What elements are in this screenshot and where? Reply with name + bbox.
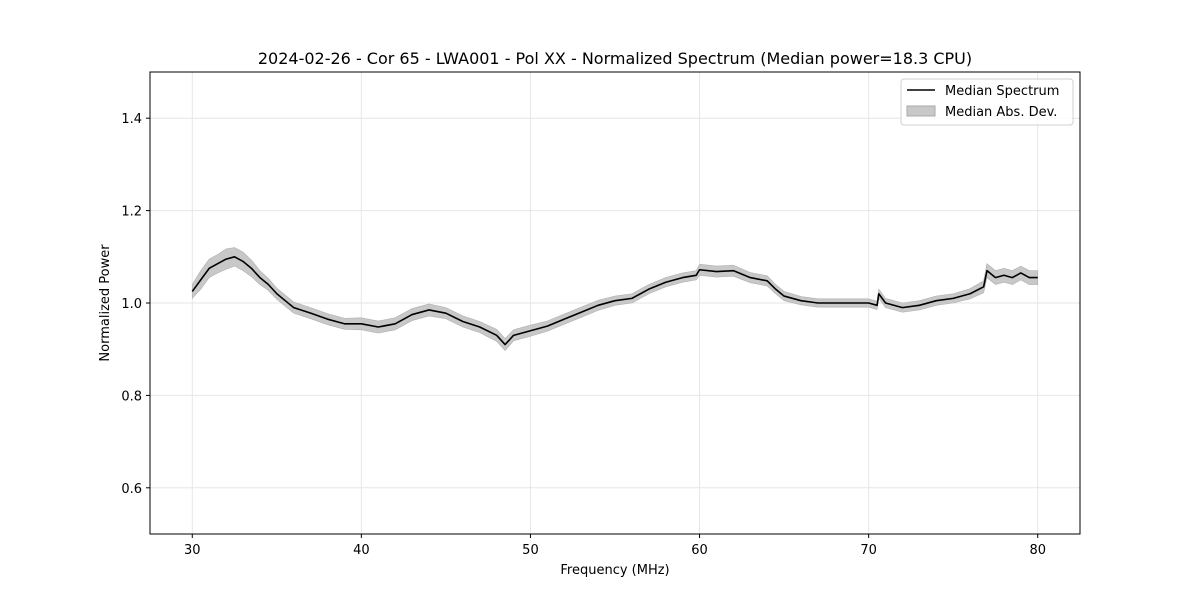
y-tick-label: 1.4	[121, 112, 142, 127]
x-tick-label: 50	[522, 543, 539, 558]
chart-title: 2024-02-26 - Cor 65 - LWA001 - Pol XX - …	[258, 49, 972, 68]
x-tick-label: 70	[860, 543, 877, 558]
y-axis-title: Normalized Power	[98, 244, 113, 362]
x-tick-label: 30	[184, 543, 201, 558]
y-tick-label: 1.2	[121, 205, 142, 220]
x-axis-title: Frequency (MHz)	[560, 563, 669, 578]
legend-label-median-spectrum: Median Spectrum	[945, 84, 1059, 99]
median-line-layer	[191, 255, 1038, 346]
y-tick-label: 0.6	[121, 482, 142, 497]
x-tick-label: 80	[1029, 543, 1046, 558]
y-tick-label: 1.0	[121, 297, 142, 312]
mad-band	[191, 247, 1039, 352]
median-spectrum-line	[191, 255, 1038, 346]
x-axis-ticks: 30 40 50 60 70 80	[184, 534, 1046, 558]
mad-band-layer	[191, 247, 1039, 352]
x-tick-label: 40	[353, 543, 370, 558]
legend: Median Spectrum Median Abs. Dev.	[900, 78, 1074, 126]
x-tick-label: 60	[691, 543, 708, 558]
y-tick-label: 0.8	[121, 389, 142, 404]
legend-label-median-abs-dev: Median Abs. Dev.	[945, 105, 1057, 120]
legend-band-swatch	[906, 105, 936, 117]
y-axis-ticks: 0.6 0.8 1.0 1.2 1.4	[121, 112, 150, 497]
legend-box	[900, 78, 1074, 126]
